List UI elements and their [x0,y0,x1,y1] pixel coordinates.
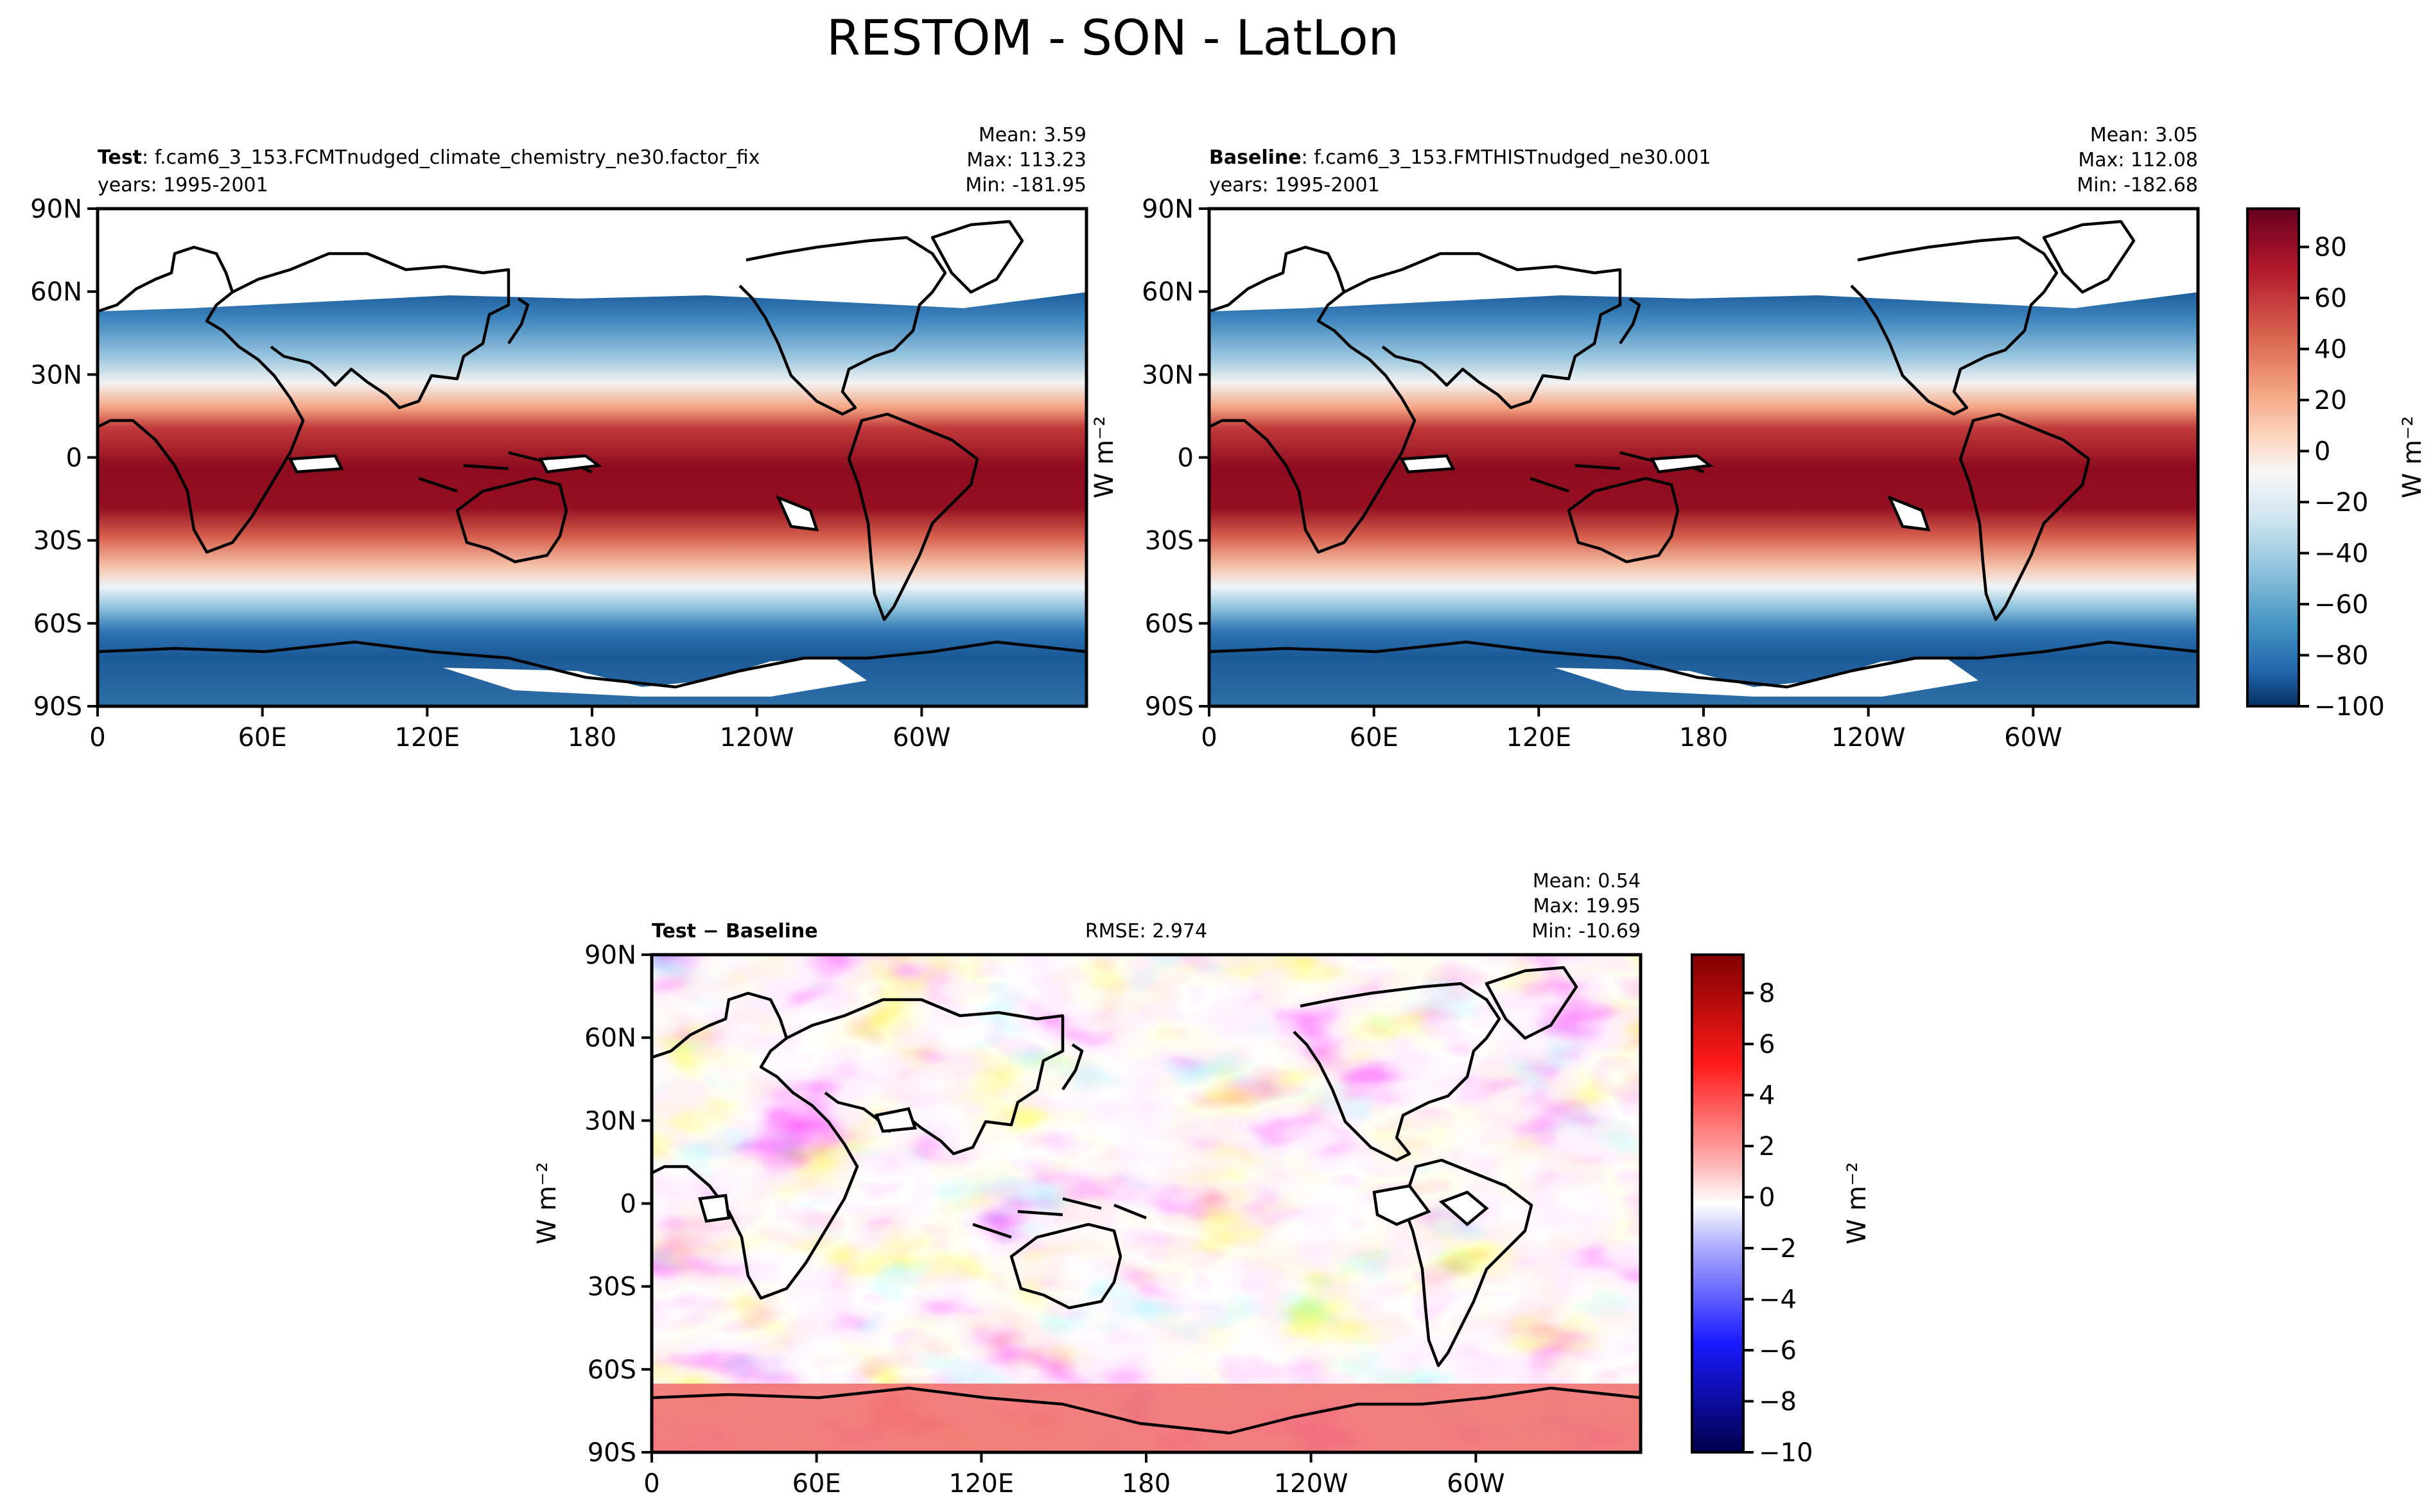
ytick-label: 60S [1145,609,1194,639]
xtick-label: 120E [949,1469,1015,1499]
ytick-label: 60N [1142,277,1194,307]
panel-test: Test: f.cam6_3_153.FCMTnudged_climate_ch… [30,124,1088,752]
panel-baseline-max: Max: 112.08 [2078,149,2198,171]
panel-test-xticks: 0 60E 120E 180 120W 60W [89,706,951,752]
xtick-label: 0 [1201,723,1217,752]
colorbar-tick-label: −20 [2314,488,2368,517]
colorbar-tick-label: 0 [2314,437,2330,467]
panel-difference-mean: Mean: 0.54 [1533,870,1641,892]
ytick-label: 30S [588,1273,636,1302]
colorbar-tick-label: 80 [2314,233,2347,263]
xtick-label: 0 [643,1469,659,1499]
xtick-label: 0 [89,723,105,752]
colorbar-restom-label: W m⁻² [2398,416,2427,498]
colorbar-tick-label: 0 [1759,1183,1775,1213]
ytick-label: 90S [588,1438,636,1468]
panel-difference-xticks: 0 60E 120E 180 120W 60W [643,1452,1505,1499]
colorbar-tick-label: −100 [2314,692,2385,722]
colorbar-tick-label: −10 [1759,1438,1813,1468]
xtick-label: 120E [1506,723,1572,752]
xtick-label: 120W [720,723,794,752]
colorbar-difference-label: W m⁻² [1842,1162,1872,1244]
xtick-label: 180 [1122,1469,1171,1499]
ytick-label: 90S [33,692,82,722]
panel-difference-rmse: RMSE: 2.974 [1085,920,1207,943]
xtick-label: 60W [1447,1469,1504,1499]
xtick-label: 120E [395,723,460,752]
panel-difference-coastlines [652,968,1641,1433]
panel-test-label: Test: f.cam6_3_153.FCMTnudged_climate_ch… [98,146,760,169]
xtick-label: 60W [893,723,950,752]
panel-baseline-yticks: 90N 60N 30N 0 30S 60S 90S [1142,195,1209,722]
panel-baseline-years: years: 1995-2001 [1209,174,1380,196]
colorbar-difference-ticks: 8 6 4 2 0 −2 −4 −6 −8 −10 [1743,979,1813,1468]
xtick-label: 120W [1274,1469,1348,1499]
xtick-label: 180 [568,723,616,752]
xtick-label: 180 [1679,723,1728,752]
xtick-label: 120W [1831,723,1906,752]
colorbar-tick-label: 60 [2314,284,2347,313]
ytick-label: 90N [1142,195,1194,224]
panel-baseline-min: Min: -182.68 [2077,174,2198,196]
panel-baseline-label: Baseline: f.cam6_3_153.FMTHISTnudged_ne3… [1209,146,1711,169]
ytick-label: 90S [1145,692,1194,722]
colorbar-tick-label: −4 [1759,1285,1797,1315]
ytick-label: 30N [30,360,82,390]
colorbar-tick-label: 40 [2314,335,2347,365]
colorbar-tick-label: 2 [1759,1132,1775,1161]
panel-test-min: Min: -181.95 [965,174,1086,196]
panel-baseline-mean: Mean: 3.05 [2090,124,2198,146]
colorbar-tick-label: −60 [2314,590,2368,620]
panel-test-years: years: 1995-2001 [98,174,268,196]
colorbar-difference-bar [1691,953,1745,1454]
panel-difference-min: Min: -10.69 [1531,920,1641,943]
ytick-label: 0 [1178,444,1194,473]
colorbar-restom-ticks: 80 60 40 20 0 −20 −40 −60 −80 −100 [2299,233,2385,722]
colorbar-restom-bar [2246,207,2300,708]
ytick-label: 30S [33,526,82,556]
ytick-label: 60S [588,1355,636,1385]
ytick-label: 0 [620,1190,636,1219]
ytick-label: 0 [66,444,82,473]
panel-test-max: Max: 113.23 [966,149,1086,171]
ytick-label: 60S [33,609,82,639]
panel-test-mean: Mean: 3.59 [979,124,1086,146]
ytick-label: 60N [584,1023,636,1053]
panel-baseline: Baseline: f.cam6_3_153.FMTHISTnudged_ne3… [1090,124,2200,752]
panel-difference-label: Test − Baseline [652,920,818,943]
panel-difference-yticks: 90N 60N 30N 0 30S 60S 90S [584,941,652,1468]
panel-difference-antarctic-band [652,1384,1641,1452]
panel-baseline-xticks: 0 60E 120E 180 120W 60W [1201,706,2062,752]
panel-difference-max: Max: 19.95 [1533,895,1641,917]
ytick-label: 60N [30,277,82,307]
ytick-label: 90N [584,941,636,970]
xtick-label: 60E [792,1469,841,1499]
colorbar-tick-label: 20 [2314,386,2347,415]
colorbar-tick-label: −80 [2314,641,2368,671]
xtick-label: 60E [1350,723,1399,752]
colorbar-tick-label: 6 [1759,1030,1775,1059]
colorbar-restom: 80 60 40 20 0 −20 −40 −60 −80 −100 W m⁻² [2246,207,2427,722]
panel-baseline-ylabel: W m⁻² [1090,416,1119,498]
panel-difference-ylabel: W m⁻² [532,1162,562,1244]
xtick-label: 60W [2004,723,2062,752]
ytick-label: 30N [584,1106,636,1136]
xtick-label: 60E [238,723,287,752]
colorbar-tick-label: 8 [1759,979,1775,1009]
panel-baseline-arctic-mask [1209,209,2198,311]
colorbar-tick-label: 4 [1759,1081,1775,1111]
ytick-label: 30S [1145,526,1194,556]
colorbar-tick-label: −8 [1759,1387,1797,1417]
ytick-label: 90N [30,195,82,224]
panel-test-yticks: 90N 60N 30N 0 30S 60S 90S [30,195,98,722]
panel-test-arctic-mask [98,209,1086,311]
ytick-label: 30N [1142,360,1194,390]
colorbar-difference: 8 6 4 2 0 −2 −4 −6 −8 −10 W m⁻² [1691,953,1872,1468]
colorbar-tick-label: −2 [1759,1234,1797,1264]
panel-difference: Test − Baseline RMSE: 2.974 Mean: 0.54 M… [532,870,1643,1499]
colorbar-tick-label: −40 [2314,539,2368,569]
colorbar-tick-label: −6 [1759,1336,1797,1366]
figure-title: RESTOM - SON - LatLon [826,9,1399,66]
